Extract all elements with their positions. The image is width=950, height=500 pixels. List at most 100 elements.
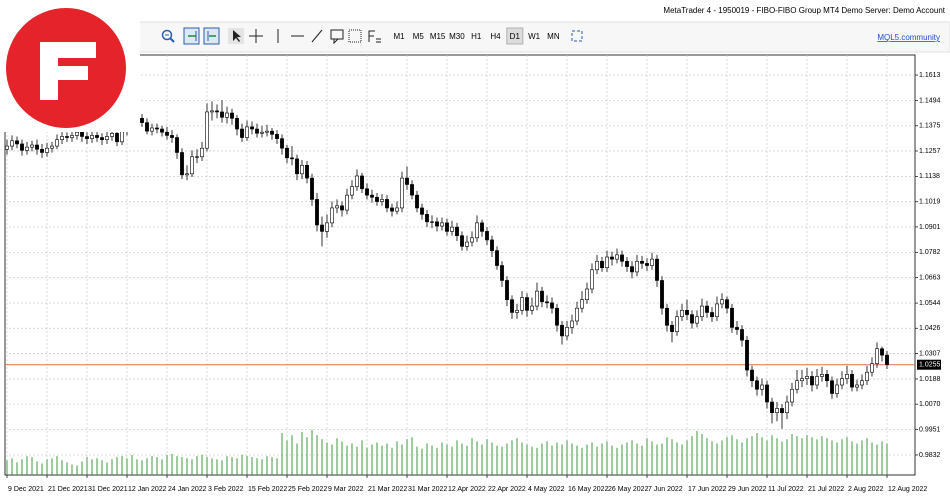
candle-body — [880, 348, 884, 356]
candle-body — [695, 316, 699, 324]
x-tick-label: 21 Dec 2021 — [48, 486, 88, 493]
fibo-tool[interactable] — [368, 30, 381, 43]
candle-body — [565, 327, 569, 337]
candle-body — [750, 369, 754, 382]
candle-body — [730, 307, 734, 328]
candle-body — [355, 175, 359, 187]
candle-body — [830, 380, 834, 394]
candle-body — [185, 173, 189, 176]
candle-body — [345, 194, 349, 211]
candle-body — [810, 376, 814, 386]
candle-body — [470, 237, 474, 243]
timeframe-button[interactable]: W1 — [528, 32, 541, 41]
title-bar — [0, 0, 950, 22]
y-tick-label: 1.1019 — [919, 199, 941, 206]
timeframe-button[interactable]: D1 — [510, 32, 521, 41]
candle-body — [50, 145, 54, 149]
candle-body — [575, 307, 579, 322]
candle-body — [220, 111, 224, 118]
candle-body — [160, 128, 164, 133]
candle-body — [235, 118, 239, 130]
y-tick-label: 1.0070 — [919, 401, 941, 408]
broker-logo — [0, 0, 140, 132]
x-tick-label: 22 Apr 2022 — [488, 486, 526, 493]
candle-body — [385, 199, 389, 209]
timeframe-button[interactable]: M1 — [393, 32, 405, 41]
candle-body — [75, 131, 79, 136]
y-tick-label: 0.9951 — [919, 426, 941, 433]
x-tick-label: 4 May 2022 — [528, 486, 565, 493]
chart-shift-button[interactable] — [203, 27, 220, 45]
candle-body — [650, 258, 654, 266]
candle-body — [300, 164, 304, 175]
candle-body — [60, 136, 64, 140]
candle-body — [685, 310, 689, 315]
candle-body — [595, 260, 599, 271]
candle-body — [775, 408, 779, 414]
candle-body — [850, 374, 854, 388]
timeframe-button[interactable]: MN — [547, 32, 560, 41]
zoom-out-button[interactable] — [161, 29, 175, 43]
x-tick-label: 9 Dec 2021 — [8, 486, 44, 493]
timeframe-button[interactable]: M5 — [413, 32, 425, 41]
candle-body — [90, 135, 94, 139]
candle-body — [305, 164, 309, 179]
candle-body — [805, 376, 809, 379]
candle-body — [115, 132, 119, 143]
x-tick-label: 17 Jun 2022 — [688, 486, 727, 493]
candle-body — [835, 384, 839, 394]
candle-body — [450, 226, 454, 232]
timeframe-button[interactable]: M30 — [449, 32, 465, 41]
candle-body — [275, 134, 279, 139]
autoscroll-button[interactable] — [183, 27, 200, 45]
text-tool[interactable] — [330, 29, 344, 45]
fullscreen-button[interactable] — [571, 30, 583, 42]
y-tick-label: 1.1494 — [919, 97, 941, 104]
candle-body — [465, 241, 469, 247]
trendline-tool[interactable] — [311, 29, 323, 43]
cursor-button[interactable] — [228, 28, 244, 44]
x-tick-label: 12 Aug 2022 — [888, 486, 927, 493]
x-tick-label: 29 Jun 2022 — [728, 486, 767, 493]
candle-body — [15, 140, 19, 145]
candle-body — [55, 139, 59, 147]
candle-body — [745, 339, 749, 371]
candle-body — [725, 299, 729, 309]
channel-tool[interactable] — [348, 29, 362, 43]
x-tick-label: 7 Jun 2022 — [648, 486, 683, 493]
crosshair-button[interactable] — [249, 29, 263, 43]
candle-body — [230, 112, 234, 119]
candle-body — [315, 199, 319, 226]
x-tick-label: 2 Aug 2022 — [848, 486, 884, 493]
candle-body — [360, 175, 364, 190]
candle-body — [190, 156, 194, 175]
candle-body — [420, 207, 424, 215]
timeframe-button[interactable]: H1 — [471, 32, 482, 41]
candle-body — [460, 235, 464, 247]
x-tick-label: 12 Apr 2022 — [448, 486, 486, 493]
candle-body — [265, 130, 269, 133]
candle-body — [270, 130, 274, 135]
y-tick-label: 1.0188 — [919, 376, 941, 383]
candle-body — [225, 112, 229, 118]
y-tick-label: 1.1375 — [919, 123, 941, 130]
candle-body — [625, 260, 629, 267]
mql5-link[interactable]: MQL5.community — [877, 33, 940, 42]
candle-body — [340, 205, 344, 211]
candle-body — [480, 222, 484, 232]
candle-body — [710, 312, 714, 318]
x-tick-label: 26 May 2022 — [608, 486, 649, 493]
timeframe-button[interactable]: H4 — [490, 32, 501, 41]
x-tick-label: 11 Jul 2022 — [768, 486, 804, 493]
candle-body — [5, 145, 9, 150]
candle-body — [170, 135, 174, 138]
candle-body — [295, 158, 299, 175]
timeframe-button[interactable]: M15 — [430, 32, 446, 41]
candle-body — [445, 222, 449, 232]
candle-body — [430, 221, 434, 223]
candle-body — [440, 222, 444, 227]
candle-body — [780, 408, 784, 414]
x-tick-label: 31 Mar 2022 — [408, 486, 447, 493]
candle-body — [30, 144, 34, 148]
candle-body — [605, 256, 609, 268]
